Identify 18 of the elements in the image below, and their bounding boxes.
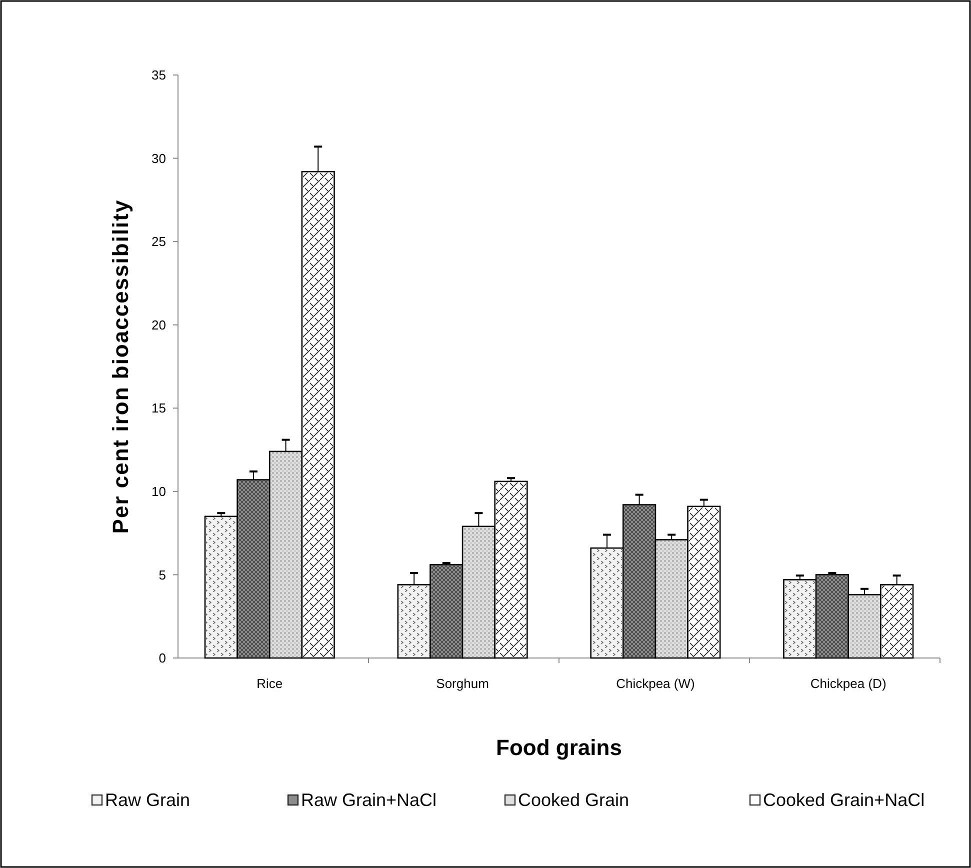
- y-tick-label: 10: [152, 484, 166, 499]
- y-tick-label: 5: [158, 567, 166, 582]
- y-tick-label: 15: [152, 400, 166, 416]
- legend-label: Raw Grain+NaCl: [301, 790, 437, 810]
- x-tick-label: Sorghum: [436, 676, 489, 691]
- x-tick-label: Chickpea (D): [810, 676, 886, 691]
- legend-label: Raw Grain: [105, 790, 190, 810]
- legend-label: Cooked Grain: [518, 790, 630, 810]
- legend-label: Cooked Grain+NaCl: [763, 790, 925, 810]
- y-tick-label: 35: [152, 68, 166, 83]
- y-tick-label: 30: [152, 150, 166, 166]
- y-tick-label: 20: [152, 317, 166, 332]
- x-tick-label: Rice: [256, 676, 283, 691]
- y-tick-label: 0: [158, 650, 166, 666]
- y-axis-title: Per cent iron bioaccessibility: [108, 199, 133, 534]
- x-axis-title: Food grains: [496, 735, 622, 760]
- y-tick-label: 25: [152, 234, 166, 250]
- x-tick-label: Chickpea (W): [616, 676, 695, 691]
